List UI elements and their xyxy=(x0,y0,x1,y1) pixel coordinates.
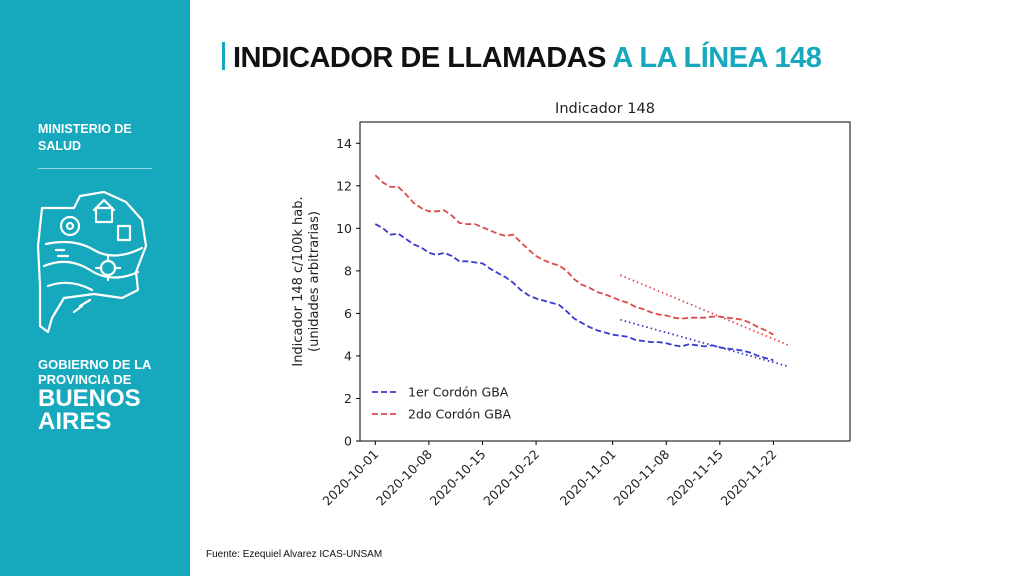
government-line-2: PROVINCIA DE xyxy=(38,372,132,387)
trend-line xyxy=(619,274,790,347)
y-tick-label: 10 xyxy=(336,221,352,236)
y-axis-label-2: (unidades arbitrarias) xyxy=(307,211,322,352)
y-tick-label: 8 xyxy=(344,263,352,278)
government-label: GOBIERNO DE LA PROVINCIA DE xyxy=(38,357,178,387)
source-note: Fuente: Ezequiel Alvarez ICAS-UNSAM xyxy=(206,549,383,560)
title-part-2: A LA LÍNEA 148 xyxy=(612,42,822,74)
y-tick-label: 6 xyxy=(344,306,352,321)
title-accent-bar xyxy=(222,42,225,70)
y-tick-label: 12 xyxy=(336,178,352,193)
line-chart: Indicador 148024681012142020-10-012020-1… xyxy=(291,101,851,509)
government-line-1: GOBIERNO DE LA xyxy=(38,357,152,372)
sidebar: MINISTERIO DE SALUD GOBIERNO DE LA PROVI… xyxy=(0,0,190,576)
legend-label: 2do Cordón GBA xyxy=(408,407,512,422)
sidebar-divider xyxy=(38,168,152,169)
x-tick-label: 2020-10-22 xyxy=(480,447,542,509)
x-tick-label: 2020-11-08 xyxy=(610,446,672,508)
trend-line xyxy=(620,318,789,368)
y-tick-label: 14 xyxy=(336,136,352,151)
series-line xyxy=(374,174,774,336)
legend-label: 1er Cordón GBA xyxy=(408,385,509,400)
series-line xyxy=(374,223,774,362)
chart-title: Indicador 148 xyxy=(555,101,655,117)
title-part-1: INDICADOR DE LLAMADAS xyxy=(233,42,606,74)
x-tick-label: 2020-11-22 xyxy=(718,447,780,509)
plot-frame xyxy=(359,121,851,442)
ministry-label: MINISTERIO DE SALUD xyxy=(38,122,132,153)
x-tick-label: 2020-10-01 xyxy=(319,447,381,509)
province-name: BUENOS AIRES xyxy=(38,385,141,435)
x-tick-label: 2020-10-15 xyxy=(427,447,489,509)
y-axis-label: Indicador 148 c/100k hab. xyxy=(291,196,306,366)
y-tick-label: 2 xyxy=(344,391,352,406)
x-tick-label: 2020-11-01 xyxy=(557,447,619,509)
x-tick-label: 2020-11-15 xyxy=(664,447,726,509)
y-tick-label: 4 xyxy=(344,348,352,363)
x-tick-label: 2020-10-08 xyxy=(373,446,435,508)
province-logo-icon xyxy=(36,190,148,334)
y-tick-label: 0 xyxy=(344,434,352,449)
page-title: INDICADOR DE LLAMADAS A LA LÍNEA 148 xyxy=(222,42,822,75)
